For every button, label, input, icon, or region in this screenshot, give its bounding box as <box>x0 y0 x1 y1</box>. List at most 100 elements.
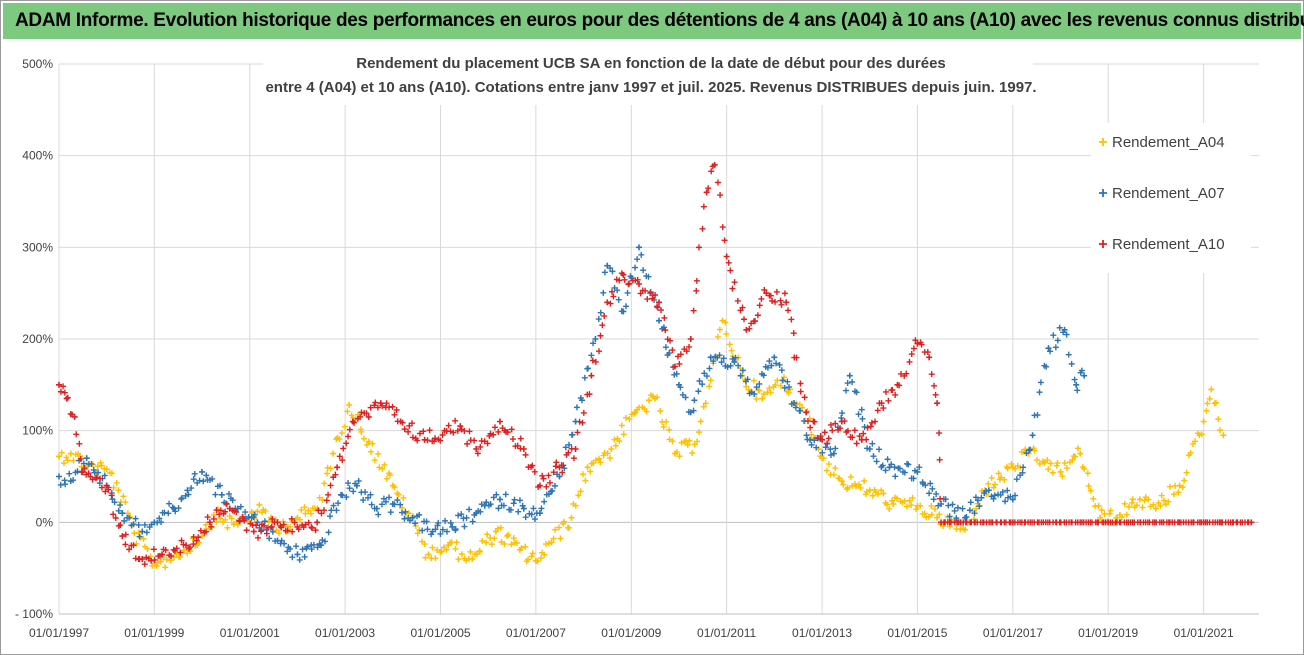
data-marker <box>889 497 896 504</box>
data-marker <box>262 507 269 514</box>
data-point <box>79 468 86 475</box>
data-marker <box>953 515 960 522</box>
data-marker <box>504 429 511 436</box>
data-marker <box>896 465 903 472</box>
data-point <box>759 395 766 402</box>
data-marker <box>321 480 328 487</box>
data-marker <box>908 351 915 358</box>
data-point <box>985 487 992 494</box>
data-point <box>365 438 372 445</box>
data-point <box>731 358 738 365</box>
data-point <box>1061 326 1068 333</box>
data-marker <box>381 461 388 468</box>
data-marker <box>528 511 535 518</box>
data-marker <box>990 484 997 491</box>
data-marker <box>1121 500 1128 507</box>
data-marker <box>699 225 706 232</box>
data-marker <box>266 535 273 542</box>
data-point <box>520 446 527 452</box>
data-marker <box>473 550 480 557</box>
data-marker <box>695 244 702 251</box>
data-marker <box>1050 332 1057 339</box>
data-marker <box>60 460 67 467</box>
data-marker <box>339 492 346 499</box>
data-marker <box>706 365 713 372</box>
data-marker <box>148 557 155 564</box>
data-marker <box>310 541 317 548</box>
data-marker <box>375 450 382 457</box>
data-marker <box>677 351 684 358</box>
data-marker <box>942 496 949 503</box>
data-point <box>763 290 770 297</box>
data-marker <box>756 387 763 394</box>
data-marker <box>596 348 603 355</box>
data-marker <box>210 515 217 522</box>
data-point <box>592 336 599 342</box>
data-marker <box>714 333 721 340</box>
data-marker <box>302 521 309 528</box>
data-marker <box>669 347 676 354</box>
data-marker <box>821 429 828 436</box>
data-marker <box>483 499 490 506</box>
data-marker <box>1081 465 1088 472</box>
data-marker <box>261 518 268 525</box>
data-point <box>1057 468 1064 475</box>
data-marker <box>690 407 697 414</box>
data-marker <box>284 527 291 534</box>
data-marker <box>327 482 334 489</box>
data-marker <box>767 389 774 396</box>
data-marker <box>1175 489 1182 496</box>
data-marker <box>764 364 771 371</box>
data-marker <box>81 465 88 472</box>
data-marker <box>1145 496 1152 503</box>
data-marker <box>1183 469 1190 476</box>
data-marker <box>607 300 614 307</box>
data-marker <box>566 441 573 448</box>
data-marker <box>391 484 398 491</box>
data-marker <box>287 545 294 552</box>
data-marker <box>478 501 485 508</box>
data-marker <box>839 410 846 417</box>
data-marker <box>645 273 652 280</box>
data-marker <box>1012 492 1019 499</box>
data-point <box>139 556 146 562</box>
data-marker <box>760 391 767 398</box>
data-point <box>67 450 74 457</box>
data-marker <box>391 501 398 508</box>
data-marker <box>928 371 935 378</box>
data-point <box>1176 482 1183 489</box>
data-marker <box>585 365 592 372</box>
data-marker <box>684 441 691 448</box>
data-marker <box>154 560 161 567</box>
data-point <box>938 501 945 507</box>
data-marker <box>604 450 611 457</box>
data-marker <box>209 475 216 482</box>
data-marker <box>58 449 65 456</box>
data-marker <box>616 277 623 284</box>
data-marker <box>884 456 891 463</box>
data-marker <box>89 476 96 483</box>
data-marker <box>88 460 95 467</box>
data-marker <box>510 500 517 507</box>
data-marker <box>721 237 728 244</box>
data-marker <box>453 539 460 546</box>
data-marker <box>773 288 780 295</box>
data-marker <box>289 554 296 561</box>
data-marker <box>243 527 250 534</box>
data-marker <box>855 481 862 488</box>
data-marker <box>829 427 836 434</box>
data-marker <box>73 431 80 438</box>
data-marker <box>734 297 741 304</box>
data-marker <box>522 514 529 521</box>
data-marker <box>896 382 903 389</box>
x-tick-label: 01/01/1999 <box>124 626 184 640</box>
data-marker <box>751 318 758 325</box>
data-point <box>819 436 826 443</box>
data-marker <box>268 523 275 530</box>
data-marker <box>797 380 804 387</box>
data-marker <box>1047 460 1054 467</box>
data-point <box>56 473 62 480</box>
data-marker <box>324 470 331 477</box>
data-marker <box>289 528 296 535</box>
data-marker <box>362 489 369 496</box>
